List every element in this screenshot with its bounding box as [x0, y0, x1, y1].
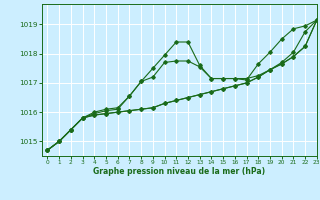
X-axis label: Graphe pression niveau de la mer (hPa): Graphe pression niveau de la mer (hPa) — [93, 167, 265, 176]
